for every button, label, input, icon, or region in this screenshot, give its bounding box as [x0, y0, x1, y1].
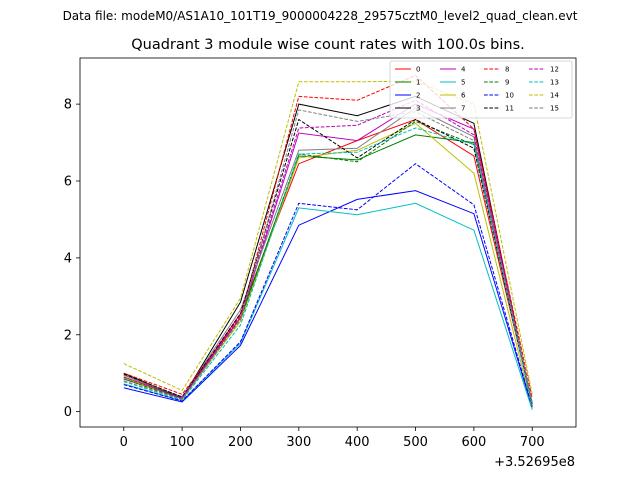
- x-tick-label: 600: [461, 435, 486, 450]
- legend-label-0: 0: [416, 66, 420, 74]
- series-line-2: [123, 190, 533, 408]
- x-tick-label: 100: [170, 435, 195, 450]
- legend-label-9: 9: [505, 79, 509, 87]
- y-tick-label: 0: [64, 405, 72, 420]
- x-offset-label: +3.52695e8: [494, 455, 575, 470]
- series-line-9: [123, 120, 533, 405]
- series-line-14: [123, 80, 533, 395]
- legend-label-13: 13: [550, 79, 559, 87]
- series-line-5: [123, 202, 533, 410]
- series-line-8: [123, 74, 533, 399]
- legend-label-14: 14: [550, 92, 559, 100]
- x-tick-label: 700: [520, 435, 545, 450]
- chart-title: Quadrant 3 module wise count rates with …: [131, 37, 525, 53]
- legend-label-8: 8: [505, 66, 509, 74]
- legend-label-10: 10: [505, 92, 514, 100]
- axes-frame: [79, 57, 577, 428]
- legend-label-7: 7: [461, 105, 465, 113]
- x-tick-label: 400: [345, 435, 370, 450]
- legend-label-15: 15: [550, 105, 559, 113]
- series-line-13: [123, 127, 533, 407]
- series-line-12: [123, 99, 533, 405]
- legend-label-11: 11: [505, 105, 514, 113]
- y-tick-label: 6: [64, 175, 72, 190]
- y-tick-label: 4: [64, 251, 72, 266]
- x-tick-label: 0: [120, 435, 128, 450]
- x-tick-label: 300: [286, 435, 311, 450]
- legend-label-4: 4: [461, 66, 466, 74]
- series-line-4: [123, 103, 533, 407]
- y-tick-label: 8: [64, 98, 72, 113]
- series-line-10: [123, 163, 533, 408]
- y-tick-label: 2: [64, 328, 72, 343]
- legend-box: [389, 60, 573, 119]
- legend-label-12: 12: [550, 66, 559, 74]
- legend-label-3: 3: [416, 105, 420, 113]
- series-line-11: [123, 118, 533, 405]
- x-tick-label: 500: [403, 435, 428, 450]
- legend-label-5: 5: [461, 79, 465, 87]
- chart-suptitle: Data file: modeM0/AS1A10_101T19_90000042…: [63, 9, 578, 23]
- x-tick-label: 200: [228, 435, 253, 450]
- series-line-15: [123, 109, 533, 403]
- legend-label-6: 6: [461, 92, 466, 100]
- legend-label-1: 1: [416, 79, 420, 87]
- legend-label-2: 2: [416, 92, 420, 100]
